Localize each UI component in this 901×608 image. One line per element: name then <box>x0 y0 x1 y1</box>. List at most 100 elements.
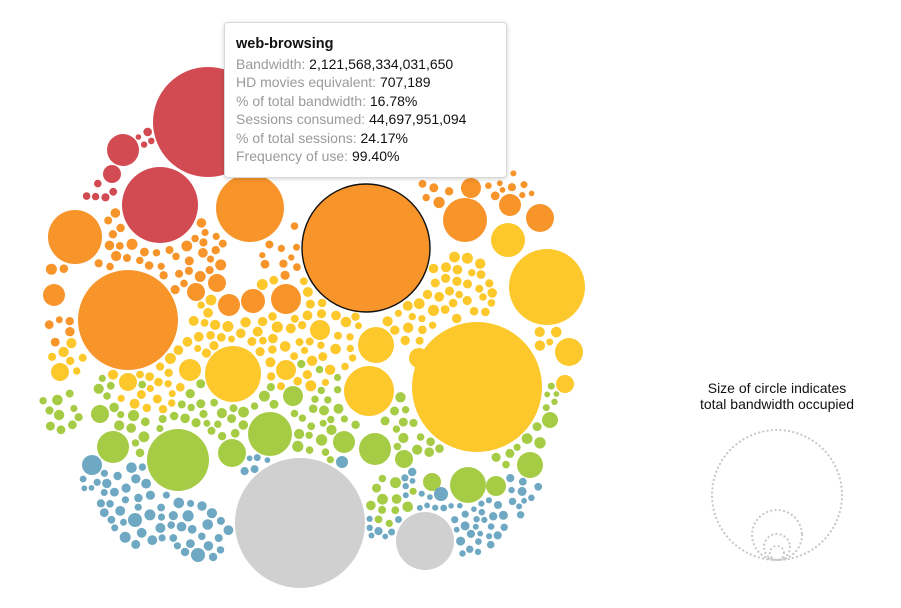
bubble-blue[interactable] <box>134 503 142 511</box>
bubble-yellow[interactable] <box>297 321 307 330</box>
bubble-yellow[interactable] <box>164 353 176 364</box>
bubble-green[interactable] <box>412 444 423 455</box>
bubble-blue[interactable] <box>173 542 181 550</box>
bubble-orange[interactable] <box>461 178 481 198</box>
web-browsing-bubble[interactable] <box>301 183 431 313</box>
bubble-yellow[interactable] <box>305 337 314 346</box>
bubble-green[interactable] <box>333 373 342 382</box>
bubble-blue[interactable] <box>88 485 95 491</box>
bubble-yellow[interactable] <box>205 294 217 306</box>
bubble-yellow[interactable] <box>197 301 205 309</box>
bubble-yellow[interactable] <box>188 315 199 326</box>
bubble-yellow[interactable] <box>403 322 414 333</box>
bubble-yellow[interactable] <box>302 287 313 297</box>
bubble-yellow[interactable] <box>259 336 267 345</box>
bubble-yellow[interactable] <box>455 290 464 299</box>
bubble-green[interactable] <box>392 425 401 433</box>
bubble-yellow[interactable] <box>290 352 299 361</box>
bubble-orange[interactable] <box>433 196 445 209</box>
bubble-green[interactable] <box>210 398 219 407</box>
bubble-orange[interactable] <box>259 252 266 259</box>
bubble-green[interactable] <box>305 446 314 454</box>
bubble-yellow[interactable] <box>252 326 263 337</box>
bubble-yellow[interactable] <box>206 331 215 340</box>
bubble-blue[interactable] <box>485 497 492 504</box>
bubble-yellow[interactable] <box>228 335 235 343</box>
bubble-yellow[interactable] <box>301 346 309 354</box>
bubble-blue[interactable] <box>402 492 409 499</box>
bubble-yellow[interactable] <box>152 394 162 404</box>
bubble-blue[interactable] <box>99 508 109 517</box>
bubble-green[interactable] <box>409 418 418 428</box>
bubble-yellow[interactable] <box>179 359 201 381</box>
bubble-green[interactable] <box>187 403 195 412</box>
bubble-yellow[interactable] <box>316 309 327 319</box>
bubble-green[interactable] <box>395 450 413 468</box>
bubble-blue[interactable] <box>208 552 218 562</box>
bubble-green[interactable] <box>378 474 387 483</box>
bubble-blue[interactable] <box>456 536 466 546</box>
bubble-yellow[interactable] <box>295 338 304 347</box>
bubble-orange[interactable] <box>218 294 240 316</box>
bubble-green[interactable] <box>214 420 222 428</box>
bubble-yellow[interactable] <box>129 398 140 409</box>
bubble-green[interactable] <box>395 392 406 403</box>
bubble-orange[interactable] <box>136 256 144 265</box>
bubble-yellow[interactable] <box>427 304 440 316</box>
bubble-green[interactable] <box>308 404 318 414</box>
bubble-yellow[interactable] <box>240 317 251 328</box>
bubble-yellow[interactable] <box>78 353 87 362</box>
bubble-blue[interactable] <box>157 513 166 521</box>
bubble-green[interactable] <box>372 483 381 493</box>
bubble-blue[interactable] <box>250 465 259 474</box>
bubble-orange[interactable] <box>499 194 521 216</box>
bubble-yellow[interactable] <box>330 343 341 355</box>
bubble-blue[interactable] <box>471 506 477 512</box>
bubble-yellow[interactable] <box>299 277 308 286</box>
bubble-orange[interactable] <box>48 210 102 264</box>
bubble-blue[interactable] <box>197 501 207 511</box>
bubble-green[interactable] <box>505 448 515 458</box>
bubble-green[interactable] <box>248 412 292 456</box>
bubble-blue[interactable] <box>96 499 105 508</box>
bubble-green[interactable] <box>283 386 303 406</box>
bubble-orange[interactable] <box>94 259 103 268</box>
bubble-green[interactable] <box>290 409 299 418</box>
bubble-yellow[interactable] <box>164 368 173 377</box>
bubble-yellow[interactable] <box>428 321 437 329</box>
bubble-blue[interactable] <box>120 518 127 526</box>
bubble-yellow[interactable] <box>491 223 525 257</box>
bubble-blue[interactable] <box>157 503 166 512</box>
bubble-green[interactable] <box>324 396 332 404</box>
bubble-orange[interactable] <box>206 255 215 263</box>
bubble-orange[interactable] <box>181 240 193 252</box>
bubble-orange[interactable] <box>45 263 57 275</box>
bubble-blue[interactable] <box>191 548 205 562</box>
bubble-orange[interactable] <box>144 261 154 270</box>
bubble-blue[interactable] <box>336 456 348 468</box>
bubble-green[interactable] <box>315 434 328 446</box>
bubble-blue[interactable] <box>517 486 527 496</box>
bubble-orange[interactable] <box>520 181 528 189</box>
bubble-blue[interactable] <box>93 478 101 486</box>
bubble-yellow[interactable] <box>193 331 204 342</box>
bubble-yellow[interactable] <box>402 300 413 311</box>
bubble-orange[interactable] <box>184 266 193 275</box>
bubble-red[interactable] <box>91 192 100 201</box>
bubble-orange[interactable] <box>216 174 284 242</box>
bubble-blue[interactable] <box>126 462 137 474</box>
bubble-green[interactable] <box>230 428 240 438</box>
bubble-blue[interactable] <box>508 497 517 506</box>
bubble-blue[interactable] <box>409 478 416 484</box>
bubble-yellow[interactable] <box>255 347 265 357</box>
bubble-yellow[interactable] <box>448 298 458 308</box>
bubble-blue[interactable] <box>418 490 425 497</box>
bubble-blue[interactable] <box>448 503 454 509</box>
bubble-orange[interactable] <box>519 192 526 199</box>
bubble-yellow[interactable] <box>209 341 219 351</box>
bubble-yellow[interactable] <box>279 341 291 352</box>
bubble-yellow[interactable] <box>534 340 546 351</box>
bubble-yellow[interactable] <box>468 269 476 277</box>
bubble-orange[interactable] <box>140 247 149 257</box>
bubble-blue[interactable] <box>424 502 430 509</box>
